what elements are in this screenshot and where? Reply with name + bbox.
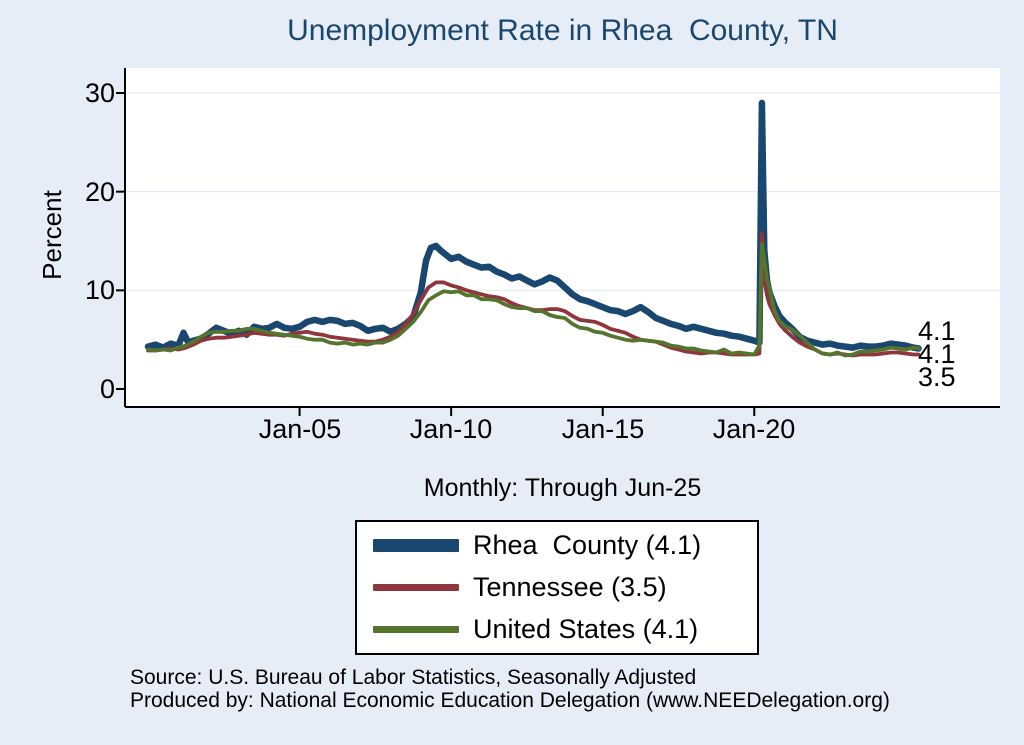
x-tick-label-jan-05: Jan-05	[258, 414, 342, 444]
end-value-label-rhea-county: 4.1	[918, 339, 956, 369]
end-value-label-tennessee: 3.5	[918, 362, 956, 392]
series-line-rhea-county	[144, 99, 922, 352]
x-tick-label-jan-15: Jan-15	[561, 414, 645, 444]
y-tick-label-20: 20	[84, 177, 115, 207]
plot-area	[116, 68, 1000, 416]
legend-label-tennessee: Tennessee (3.5)	[473, 572, 667, 602]
y-tick-label-0: 0	[99, 374, 115, 404]
x-tick-label-jan-10: Jan-10	[409, 414, 493, 444]
legend-item-united-states: United States (4.1)	[373, 612, 757, 648]
legend-swatch-rhea-county	[373, 539, 459, 552]
legend-item-rhea-county: Rhea County (4.1)	[373, 528, 757, 564]
legend-label-united-states: United States (4.1)	[473, 614, 699, 644]
series-line-united-states	[146, 242, 921, 358]
legend-item-tennessee: Tennessee (3.5)	[373, 570, 757, 606]
y-tick-label-10: 10	[84, 275, 115, 305]
legend-swatch-united-states	[373, 626, 459, 633]
legend-swatch-tennessee	[373, 584, 459, 591]
x-tick-label-jan-20: Jan-20	[712, 414, 796, 444]
legend: Rhea County (4.1) Tennessee (3.5) United…	[355, 520, 759, 655]
source-note: Source: U.S. Bureau of Labor Statistics,…	[130, 666, 697, 689]
chart-subtitle: Monthly: Through Jun-25	[423, 474, 702, 502]
y-tick-label-30: 30	[84, 78, 115, 108]
legend-label-rhea-county: Rhea County (4.1)	[473, 530, 702, 560]
end-value-label-united-states: 4.1	[918, 316, 956, 346]
page-title: Unemployment Rate in Rhea County, TN	[287, 14, 838, 47]
produced-by-note: Produced by: National Economic Education…	[130, 689, 890, 712]
